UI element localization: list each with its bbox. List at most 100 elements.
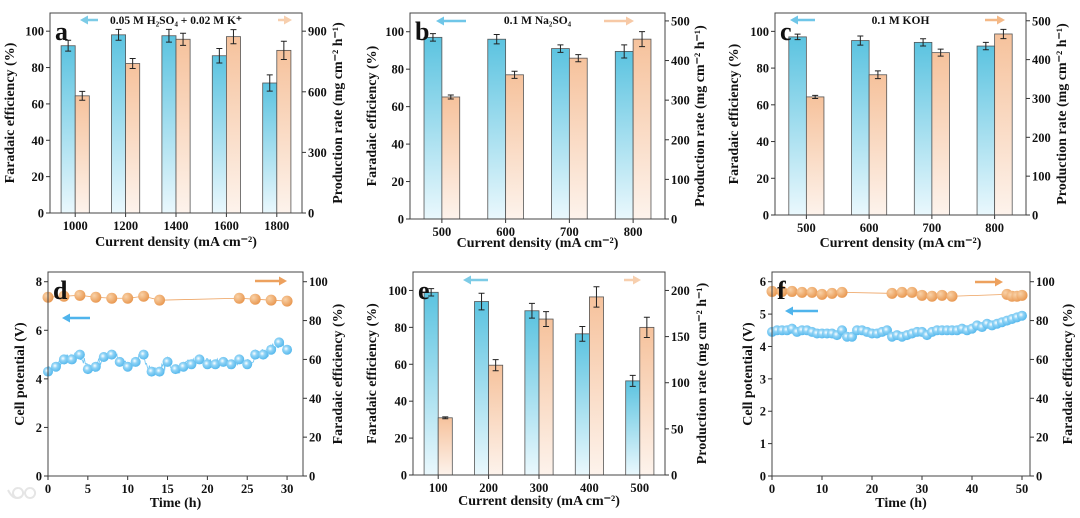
x-tick-label: 1000 [63,219,88,233]
fe-bar [60,45,76,214]
y-tick-label: 40 [395,395,408,409]
x-axis-label: Current density (mA cm⁻²) [458,494,620,509]
arrow-head-icon [279,276,287,286]
y-tick-label: 1 [760,437,766,451]
potential-marker [50,361,61,372]
annotation: 0.05 M H₂SO₄ + 0.02 M K⁺ [110,15,242,27]
y-tick-label: 100 [388,284,407,298]
error-bar [511,70,518,79]
y-tick-label: 6 [760,275,766,289]
y-tick-label: 60 [32,97,45,111]
arrow-head-icon [785,306,793,316]
y2-tick-label: 0 [1036,470,1042,484]
potential-marker [194,354,205,365]
production-rate-bar [437,417,453,476]
fe-bar [487,38,507,220]
x-tick-label: 1800 [264,219,289,233]
fe-marker [90,291,102,303]
plot-frame [774,12,1027,216]
y-tick-label: 4 [36,372,43,386]
error-bar [165,28,172,43]
x-tick-label: 300 [530,481,549,495]
error-bar [543,311,550,327]
y2-tick-label: 100 [1036,275,1055,289]
production-rate-bar [125,63,141,214]
y2-tick-label: 0 [308,207,314,221]
x-tick-label: 1400 [164,219,189,233]
arrow-head-icon [436,16,444,26]
y2-tick-label: 200 [671,133,690,147]
fe-marker [806,286,818,298]
fe-marker [796,286,808,298]
fe-bar [262,82,278,214]
x-tick-label: 20 [201,482,214,496]
x-tick-label: 100 [429,481,448,495]
arrow-head-icon [80,15,88,25]
fe-bar [551,48,570,220]
error-bar [115,28,122,41]
y2-tick-label: 0 [671,469,677,483]
potential-marker [122,361,133,372]
potential-marker [226,359,237,370]
production-rate-bar [505,74,524,220]
error-bar [280,40,287,60]
fe-marker [74,289,86,301]
y-axis-label: Faradaic efficiency (%) [3,42,18,183]
x-tick-label: 700 [923,221,942,235]
y-axis-label: Faradaic efficiency (%) [365,303,380,444]
fe-bar [851,40,870,216]
fe-marker [281,295,293,307]
error-bar [266,74,273,92]
error-bar [874,70,881,80]
error-bar [65,39,72,52]
y-tick-label: 0 [401,469,407,483]
y2-tick-label: 0 [309,470,315,484]
y-tick-label: 40 [757,135,770,149]
y2-tick-label: 0 [671,213,677,227]
y2-tick-label: 100 [309,275,328,289]
y-tick-label: 20 [395,432,408,446]
error-bar [442,416,449,420]
y-tick-label: 100 [25,25,44,39]
x-axis-label: Current density (mA cm⁻²) [457,236,619,251]
y2-tick-label: 60 [309,353,322,367]
y-axis-label: Cell potential (V) [13,322,28,426]
fe-bar [614,50,634,220]
annotation: 0.1 M KOH [872,15,930,27]
fe-bar [913,41,933,216]
production-rate-bar [589,296,604,476]
error-bar [493,34,500,45]
production-rate-bar [805,96,825,216]
error-bar [478,292,485,311]
x-tick-label: 15 [161,482,174,496]
y-tick-label: 0 [398,213,404,227]
error-bar [982,41,989,51]
y-tick-label: 60 [392,100,405,114]
production-rate-bar [74,95,90,214]
potential-marker [106,349,117,360]
arrow-head-icon [284,15,292,25]
fe-bar [474,301,490,476]
fe-marker [154,294,166,306]
potential-marker [162,356,173,367]
fe-marker [58,290,70,302]
fe-marker [786,285,798,297]
arrow-head-icon [790,15,798,25]
y2-tick-label: 20 [1036,431,1049,445]
error-bar [429,33,436,42]
error-bar [920,38,927,47]
x-tick-label: 1200 [113,219,138,233]
fe-bar [161,35,177,214]
production-rate-bar [568,57,588,220]
fe-marker [776,285,788,297]
watermark-icon [7,487,37,499]
y-tick-label: 0 [38,207,44,221]
fe-marker [886,287,898,299]
panel-b: 500 600 700 800 0 20 40 60 80 100 0 100 200 300 400 500… [365,12,708,251]
panel-letter: b [415,17,429,46]
x-tick-label: 800 [624,225,643,239]
error-bar [621,44,628,59]
error-bar [79,90,86,101]
x-tick-label: 30 [916,482,929,496]
